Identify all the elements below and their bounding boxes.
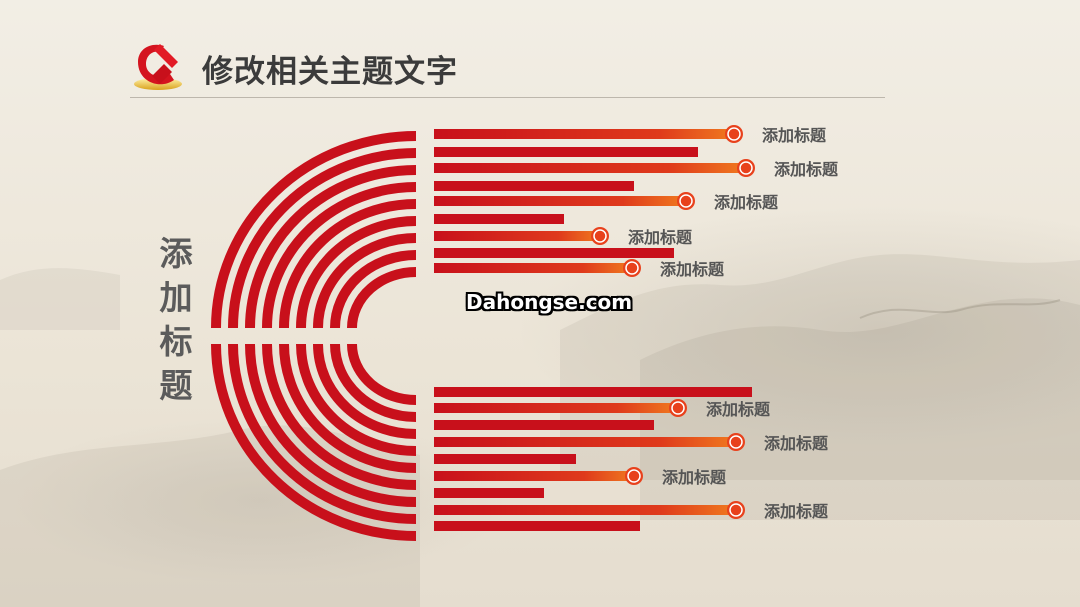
arc-top xyxy=(330,250,417,329)
arc-top xyxy=(228,148,417,329)
bar-label: 添加标题 xyxy=(714,193,779,212)
arc-bottom xyxy=(262,343,417,490)
arc-bottom xyxy=(279,343,417,473)
bar-label: 添加标题 xyxy=(628,228,693,247)
bar-end-marker-ring xyxy=(679,194,693,208)
side-title: 添加标题 xyxy=(159,234,193,405)
bar-label: 添加标题 xyxy=(660,260,725,279)
bar-end-marker-ring xyxy=(727,127,741,141)
header: 修改相关主题文字 xyxy=(130,40,890,92)
bar xyxy=(434,505,736,515)
arc-top xyxy=(211,131,417,329)
bar-end-marker-ring xyxy=(739,161,753,175)
arc-bottom xyxy=(296,343,417,456)
arc-bottom xyxy=(330,343,417,422)
bar xyxy=(434,231,600,241)
bar xyxy=(434,488,544,498)
arc-bottom xyxy=(211,343,417,541)
arc-top xyxy=(279,199,417,329)
bar-end-marker-ring xyxy=(729,435,743,449)
bar xyxy=(434,248,674,258)
watermark-text: Dahongse.com xyxy=(466,290,633,314)
arc-top xyxy=(296,216,417,329)
arc-bottom xyxy=(347,343,417,405)
bar-end-marker-ring xyxy=(627,469,641,483)
bar xyxy=(434,403,678,413)
bar xyxy=(434,263,632,273)
bar xyxy=(434,420,654,430)
bar xyxy=(434,471,634,481)
arc-top xyxy=(313,233,417,329)
bar-label: 添加标题 xyxy=(764,502,829,521)
party-emblem-icon xyxy=(134,44,182,90)
bar-label: 添加标题 xyxy=(774,160,839,179)
arc-top xyxy=(245,165,417,329)
bar xyxy=(434,454,576,464)
bar-label: 添加标题 xyxy=(706,400,771,419)
bar xyxy=(434,196,686,206)
arc-bottom xyxy=(245,343,417,507)
bar xyxy=(434,163,746,173)
arc-bottom xyxy=(228,343,417,524)
page-title: 修改相关主题文字 xyxy=(202,54,458,90)
bar xyxy=(434,387,752,397)
bar-label: 添加标题 xyxy=(764,434,829,453)
bar xyxy=(434,147,698,157)
bar-end-marker-ring xyxy=(625,261,639,275)
bar-end-marker-ring xyxy=(729,503,743,517)
bar xyxy=(434,214,564,224)
semicircle-arcs xyxy=(211,131,417,541)
bar xyxy=(434,521,640,531)
arc-top xyxy=(262,182,417,329)
bar xyxy=(434,437,736,447)
bar-end-marker-ring xyxy=(593,229,607,243)
arc-bottom xyxy=(313,343,417,439)
bar-end-marker-ring xyxy=(671,401,685,415)
bar-label: 添加标题 xyxy=(762,126,827,145)
header-divider xyxy=(130,97,885,98)
arc-top xyxy=(347,267,417,329)
bar xyxy=(434,181,634,191)
bar-label: 添加标题 xyxy=(662,468,727,487)
horizontal-bars xyxy=(434,125,755,531)
bar xyxy=(434,129,734,139)
